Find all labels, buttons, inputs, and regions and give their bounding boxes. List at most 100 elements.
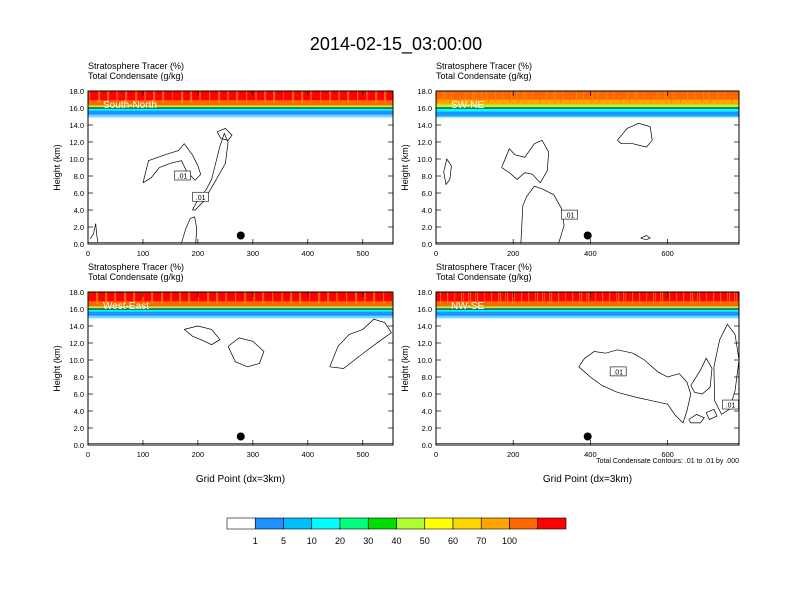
tracer-streak xyxy=(114,292,116,304)
contour-label: .01 xyxy=(726,403,736,410)
tracer-streak xyxy=(597,91,599,103)
tracer-streak xyxy=(609,292,611,304)
tracer-band xyxy=(88,309,393,312)
y-tick-label: 0.0 xyxy=(74,441,84,450)
colorbar-swatch xyxy=(367,517,397,530)
condensate-contour xyxy=(688,414,705,424)
tracer-band xyxy=(436,91,739,100)
tracer-streak xyxy=(338,91,340,103)
tracer-streak xyxy=(208,292,210,304)
contour-label: .01 xyxy=(178,174,188,181)
tracer-streak xyxy=(623,292,625,304)
panel-west-east: Stratosphere Tracer (%)Total Condensate … xyxy=(52,262,394,485)
tracer-streak xyxy=(246,91,248,103)
condensate-contour xyxy=(89,223,99,243)
panel-header-condensate: Total Condensate (g/kg) xyxy=(88,71,184,81)
tracer-streak xyxy=(690,292,692,304)
tracer-streak xyxy=(281,292,283,304)
tracer-streak xyxy=(98,91,100,103)
x-tick-label: 0 xyxy=(86,450,90,459)
tracer-streak xyxy=(117,91,119,103)
tracer-streak xyxy=(107,91,109,103)
tracer-streak xyxy=(588,292,590,304)
tracer-streak xyxy=(479,91,481,103)
tracer-streak xyxy=(219,91,221,103)
colorbar-label: 1 xyxy=(253,536,258,546)
tracer-band xyxy=(88,110,393,115)
tracer-streak xyxy=(697,292,699,304)
tracer-streak xyxy=(729,292,731,304)
tracer-streak xyxy=(235,292,237,304)
tracer-streak xyxy=(320,91,322,103)
x-tick-label: 400 xyxy=(584,450,597,459)
tracer-streak xyxy=(551,292,553,304)
x-tick-label: 500 xyxy=(357,249,370,258)
tracer-band xyxy=(88,91,393,101)
colorbar-label: 5 xyxy=(281,536,286,546)
tracer-streak xyxy=(553,91,555,103)
tracer-streak xyxy=(544,292,546,304)
tracer-streak xyxy=(546,91,548,103)
y-tick-label: 10.0 xyxy=(417,356,432,365)
tracer-streak xyxy=(694,91,696,103)
tracer-streak xyxy=(692,292,694,304)
panel-title: South-North xyxy=(103,100,157,111)
panel-header-condensate: Total Condensate (g/kg) xyxy=(436,272,532,282)
tracer-streak xyxy=(472,91,474,103)
tracer-streak xyxy=(171,292,173,304)
y-tick-label: 10.0 xyxy=(69,155,84,164)
x-tick-label: 200 xyxy=(507,450,520,459)
tracer-streak xyxy=(653,292,655,304)
plot-frame xyxy=(87,90,394,245)
contour-label-box xyxy=(561,209,578,220)
tracer-streak xyxy=(437,91,439,103)
tracer-streak xyxy=(498,292,500,304)
colorbar-swatch xyxy=(396,517,426,530)
tracer-streak xyxy=(198,292,200,304)
tracer-streak xyxy=(125,91,127,103)
tracer-streak xyxy=(477,292,479,304)
contour-label-box xyxy=(174,170,191,181)
condensate-contour xyxy=(705,408,718,420)
tracer-streak xyxy=(627,91,629,103)
tracer-streak xyxy=(126,91,128,103)
tracer-streak xyxy=(713,292,715,304)
tracer-streak xyxy=(516,91,518,103)
tracer-streak xyxy=(311,91,313,103)
tracer-streak xyxy=(254,292,256,304)
y-tick-label: 8.0 xyxy=(422,172,432,181)
tracer-streak xyxy=(161,292,163,304)
plot-frame xyxy=(87,291,394,446)
tracer-band xyxy=(436,311,739,316)
tracer-streak xyxy=(283,91,285,103)
y-tick-label: 6.0 xyxy=(74,189,84,198)
contour-footnote: Total Condensate Contours: .01 to .01 by… xyxy=(596,458,739,465)
tracer-streak xyxy=(525,91,527,103)
tracer-streak xyxy=(181,91,183,103)
tracer-streak xyxy=(676,292,678,304)
tracer-streak xyxy=(339,91,341,103)
tracer-streak xyxy=(562,91,564,103)
tracer-streak xyxy=(264,91,266,103)
tracer-streak xyxy=(669,292,671,304)
tracer-streak xyxy=(273,91,275,103)
x-tick-label: 0 xyxy=(434,249,438,258)
tracer-streak xyxy=(116,91,118,103)
tracer-streak xyxy=(475,292,477,304)
tracer-streak xyxy=(625,292,627,304)
tracer-streak xyxy=(687,91,689,103)
tracer-streak xyxy=(491,292,493,304)
y-tick-label: 14.0 xyxy=(69,322,84,331)
tracer-streak xyxy=(200,91,202,103)
y-tick-label: 8.0 xyxy=(74,172,84,181)
tracer-streak xyxy=(579,292,581,304)
tracer-streak xyxy=(481,91,483,103)
tracer-band xyxy=(436,292,739,302)
y-tick-label: 2.0 xyxy=(422,424,432,433)
tracer-streak xyxy=(442,91,444,103)
tracer-band xyxy=(88,108,393,111)
y-tick-label: 4.0 xyxy=(74,206,84,215)
tracer-streak xyxy=(216,292,218,304)
x-tick-label: 0 xyxy=(86,249,90,258)
tracer-streak xyxy=(217,292,219,304)
